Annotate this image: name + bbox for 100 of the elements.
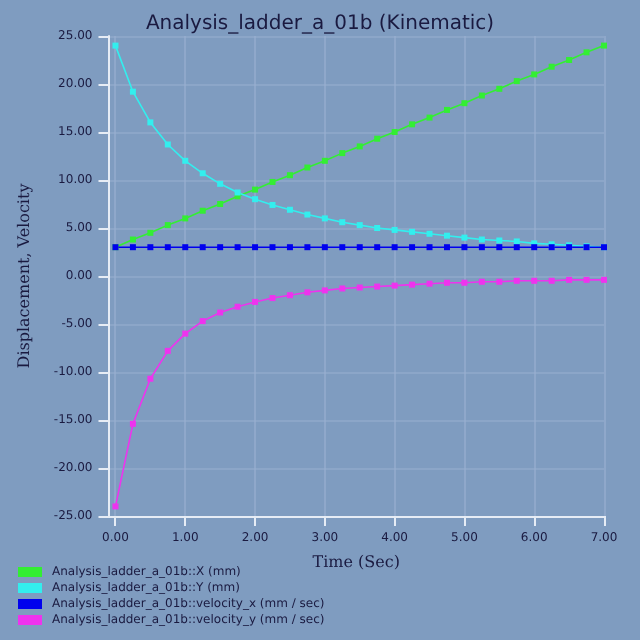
- point: [321, 157, 328, 164]
- y-axis-title: Displacement, Velocity: [15, 182, 33, 369]
- point: [548, 277, 555, 284]
- point: [478, 278, 485, 285]
- point: [164, 347, 171, 354]
- point: [164, 141, 171, 148]
- point: [147, 229, 154, 236]
- point: [269, 244, 276, 251]
- point: [286, 244, 293, 251]
- x-axis-title: Time (Sec): [312, 552, 400, 571]
- point: [461, 279, 468, 286]
- point: [513, 238, 520, 245]
- point: [374, 283, 381, 290]
- point: [129, 420, 136, 427]
- point: [252, 244, 259, 251]
- point: [147, 244, 154, 251]
- point: [391, 282, 398, 289]
- point: [112, 42, 119, 49]
- point: [356, 244, 363, 251]
- point: [182, 330, 189, 337]
- point: [286, 206, 293, 213]
- point: [496, 85, 503, 92]
- point: [374, 225, 381, 231]
- point: [199, 207, 206, 214]
- point: [356, 143, 363, 150]
- point: [443, 244, 450, 251]
- point: [147, 119, 154, 126]
- point: [321, 244, 328, 251]
- point: [269, 201, 276, 208]
- point: [443, 279, 450, 286]
- point: [199, 170, 206, 177]
- point: [252, 298, 259, 305]
- point: [129, 244, 136, 251]
- point: [496, 237, 503, 244]
- point: [199, 318, 206, 325]
- point: [147, 375, 154, 382]
- point: [566, 276, 573, 283]
- point: [252, 186, 259, 193]
- point: [217, 244, 224, 251]
- point: [182, 215, 189, 222]
- point: [182, 157, 189, 164]
- point: [461, 234, 468, 241]
- point: [234, 303, 241, 310]
- point: [548, 63, 555, 70]
- point: [164, 222, 171, 229]
- point: [374, 135, 381, 142]
- point: [426, 114, 433, 121]
- point: [374, 244, 381, 251]
- point: [217, 180, 224, 187]
- point: [356, 222, 363, 229]
- point: [531, 71, 538, 78]
- point: [339, 219, 346, 226]
- point: [478, 92, 485, 99]
- point: [443, 106, 450, 113]
- point: [513, 78, 520, 85]
- point: [478, 244, 485, 251]
- point: [496, 278, 503, 285]
- point: [461, 100, 468, 107]
- point: [199, 244, 206, 251]
- point: [513, 244, 520, 251]
- point: [304, 164, 311, 171]
- point: [601, 42, 607, 49]
- point: [304, 289, 311, 296]
- point: [129, 236, 136, 243]
- point: [426, 280, 433, 287]
- point: [513, 277, 520, 284]
- point: [426, 230, 433, 237]
- point: [409, 228, 416, 235]
- point: [269, 295, 276, 302]
- point: [391, 129, 398, 135]
- point: [269, 178, 276, 185]
- point: [391, 226, 398, 233]
- point: [217, 201, 224, 207]
- point: [339, 244, 346, 251]
- chart-title: Analysis_ladder_a_01b (Kinematic): [145, 13, 495, 35]
- point: [339, 285, 346, 292]
- point: [426, 244, 433, 251]
- point: [112, 503, 119, 510]
- point: [234, 244, 241, 251]
- point: [252, 196, 259, 203]
- point: [304, 211, 311, 218]
- point: [531, 277, 538, 284]
- point: [286, 292, 293, 299]
- point: [129, 88, 136, 95]
- point: [164, 244, 171, 251]
- point: [478, 236, 485, 243]
- point: [304, 244, 311, 251]
- point: [409, 281, 416, 288]
- point: [443, 232, 450, 239]
- point: [566, 57, 573, 63]
- point: [601, 276, 607, 283]
- point: [583, 49, 590, 56]
- point: [391, 244, 398, 251]
- point: [217, 309, 224, 316]
- point: [321, 215, 328, 222]
- point: [356, 284, 363, 291]
- point: [182, 244, 189, 251]
- point: [409, 244, 416, 251]
- point: [286, 172, 293, 179]
- line-series: [112, 42, 607, 251]
